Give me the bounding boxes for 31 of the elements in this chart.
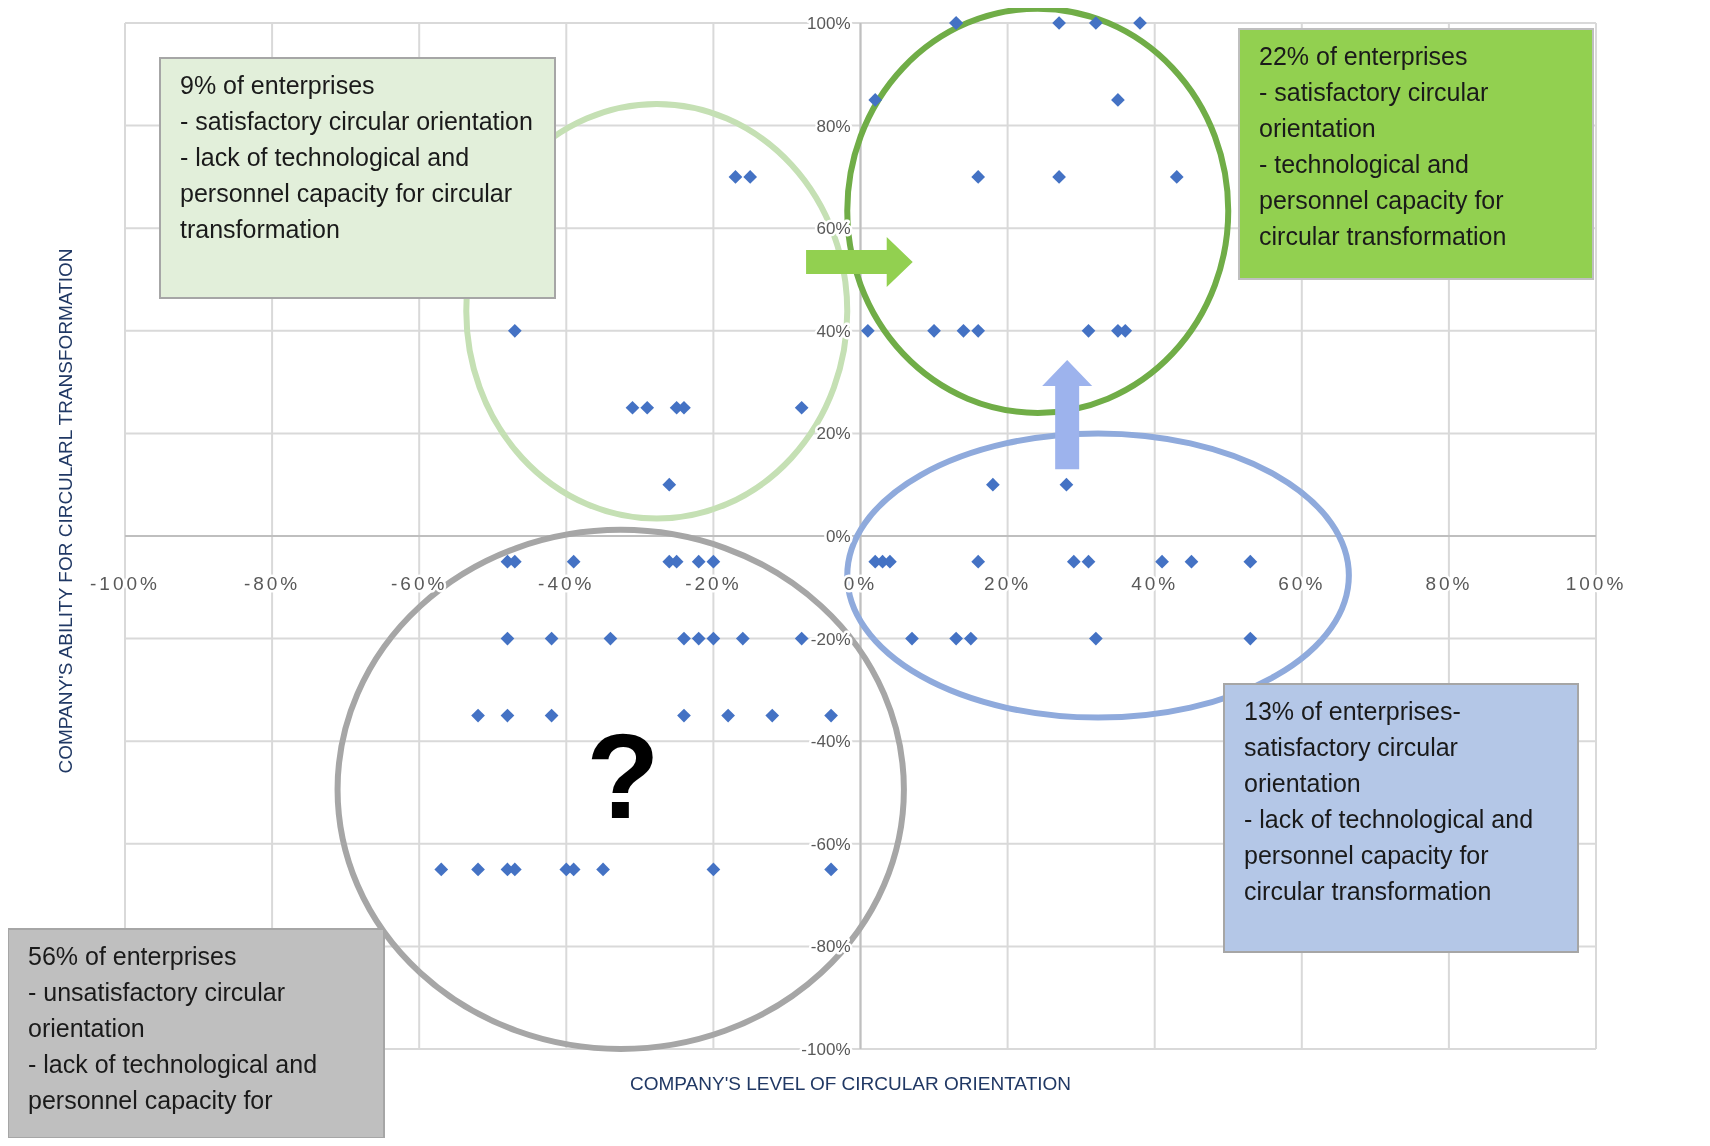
x-tick-label: -40% — [538, 573, 595, 594]
note-box: 56% of enterprises - unsatisfactory circular orientation - lack of technological and personnel capacity for — [8, 928, 385, 1138]
y-tick-label: 100% — [807, 14, 851, 33]
y-tick-label: 0% — [825, 527, 851, 546]
note-box: 22% of enterprises - satisfactory circular orientation - technological and personnel capacity for circular transformation — [1238, 28, 1594, 280]
annotation: 9% of enterprises - satisfactory circular orientation - lack of technological and personnel capacity for circular transformation — [180, 71, 533, 243]
y-tick-label: -100% — [801, 1040, 851, 1059]
x-tick-label: 40% — [1131, 573, 1179, 594]
x-axis-title: COMPANY'S LEVEL OF CIRCULAR ORIENTATION — [629, 1073, 1072, 1094]
y-tick-label: -40% — [810, 732, 851, 752]
x-tick-label: 20% — [984, 573, 1032, 594]
annotation: 56% of enterprises - unsatisfactory circular orientation - lack of technological and personnel capacity for — [28, 942, 318, 1114]
y-axis-title: COMPANY'S ABILITY FOR CIRCULARL TRANSFORMATION — [55, 248, 76, 774]
y-tick-label: -20% — [810, 629, 851, 649]
x-tick-label: 60% — [1278, 573, 1326, 594]
y-tick-label: -60% — [810, 834, 851, 854]
note-box: 13% of enterprises- satisfactory circular orientation - lack of technological and personnel capacity for circular transformation — [1223, 683, 1579, 953]
x-tick-label: -20% — [685, 573, 742, 594]
y-tick-label: 40% — [816, 321, 851, 341]
x-tick-label: 80% — [1425, 573, 1473, 594]
x-tick-label: 100% — [1565, 573, 1627, 594]
x-tick-label: -60% — [391, 573, 448, 594]
y-tick-label: 20% — [816, 424, 851, 444]
annotation: 13% of enterprises- satisfactory circular orientation - lack of technological and personnel capacity for circular transformation — [1244, 697, 1534, 905]
y-tick-label: 80% — [816, 116, 851, 136]
x-tick-label: -80% — [243, 573, 301, 594]
note-box: 9% of enterprises - satisfactory circular orientation - lack of technological and personnel capacity for circular transformation — [159, 57, 556, 299]
y-tick-label: -80% — [810, 937, 851, 957]
annotation: ? — [586, 709, 660, 844]
x-tick-label: -100% — [90, 573, 160, 594]
annotation: 22% of enterprises - satisfactory circular orientation - technological and personnel capacity for circular transformation — [1259, 42, 1507, 250]
